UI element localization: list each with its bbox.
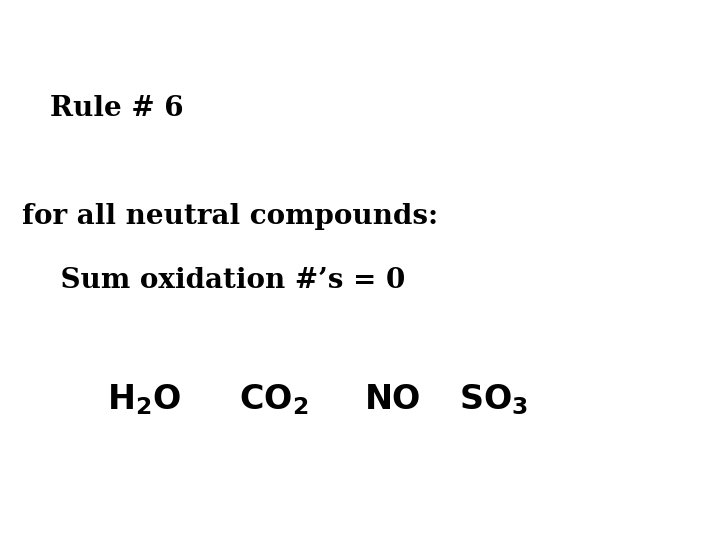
Text: for all neutral compounds:: for all neutral compounds: [22,202,438,230]
Text: Rule # 6: Rule # 6 [50,94,184,122]
Text: $\mathbf{NO}$: $\mathbf{NO}$ [364,383,420,416]
Text: $\mathbf{H_2O}$: $\mathbf{H_2O}$ [107,382,181,417]
Text: Sum oxidation #’s = 0: Sum oxidation #’s = 0 [22,267,405,294]
Text: $\mathbf{CO_2}$: $\mathbf{CO_2}$ [239,382,308,417]
Text: $\mathbf{SO_3}$: $\mathbf{SO_3}$ [459,382,528,417]
